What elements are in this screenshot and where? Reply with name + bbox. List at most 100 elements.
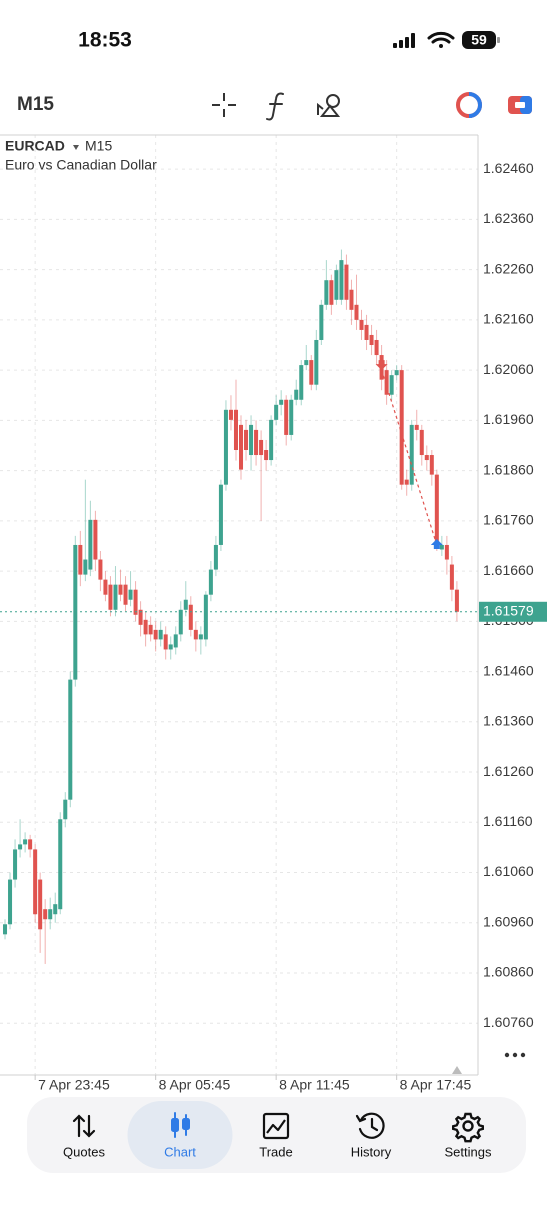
candle-body bbox=[33, 849, 38, 915]
settings-icon[interactable] bbox=[452, 1112, 484, 1143]
symbol-dropdown-caret[interactable] bbox=[73, 145, 79, 150]
candle-body bbox=[168, 644, 173, 650]
candle-body bbox=[279, 399, 284, 405]
tab-label[interactable]: Quotes bbox=[63, 1144, 105, 1159]
candle-body bbox=[233, 409, 238, 451]
candle-body bbox=[309, 360, 314, 385]
candle-body bbox=[178, 609, 183, 635]
candle-body bbox=[153, 629, 158, 640]
candle-body bbox=[38, 879, 43, 930]
candle-body bbox=[28, 839, 33, 850]
candle-body bbox=[133, 589, 138, 615]
candle-body bbox=[274, 404, 279, 420]
candle-body bbox=[449, 564, 454, 590]
candle-body bbox=[364, 324, 369, 340]
candle-body bbox=[158, 629, 163, 640]
candle-body bbox=[354, 304, 359, 320]
candle-body bbox=[344, 264, 349, 300]
tab-label[interactable]: Chart bbox=[164, 1144, 196, 1159]
candle-body bbox=[148, 624, 153, 635]
candle-body bbox=[369, 334, 374, 346]
history-icon[interactable] bbox=[355, 1112, 385, 1139]
candle-body bbox=[208, 569, 213, 595]
candle-body bbox=[414, 424, 419, 430]
candle-body bbox=[8, 879, 13, 925]
chart-timeframe: M15 bbox=[85, 138, 112, 154]
candle-body bbox=[93, 519, 98, 560]
candle-body bbox=[163, 634, 168, 650]
timeframe-button[interactable]: M15 bbox=[17, 94, 54, 115]
quotes-icon[interactable] bbox=[72, 1114, 96, 1138]
candle-body bbox=[239, 424, 244, 470]
trade-mode-button[interactable] bbox=[456, 92, 482, 118]
candle-body bbox=[324, 280, 329, 305]
candle-body bbox=[394, 370, 399, 376]
tab-label[interactable]: Trade bbox=[259, 1144, 292, 1159]
candle-body bbox=[244, 429, 249, 451]
candle-body bbox=[259, 439, 264, 456]
tab-label[interactable]: History bbox=[351, 1144, 392, 1159]
trade-close-marker bbox=[430, 538, 443, 549]
x-tick-label: 7 Apr 23:45 bbox=[38, 1077, 110, 1093]
candle-body bbox=[213, 544, 218, 570]
candle-body bbox=[399, 370, 404, 485]
candle-body bbox=[48, 909, 53, 920]
chart[interactable] bbox=[0, 135, 478, 1075]
current-price-tag bbox=[479, 601, 547, 622]
y-tick-label: 1.62160 bbox=[483, 311, 534, 327]
candle-body bbox=[444, 544, 449, 560]
battery-icon: 59 bbox=[462, 31, 500, 49]
candle-body bbox=[223, 409, 228, 485]
indicators-button[interactable] bbox=[266, 92, 284, 121]
candle-body bbox=[188, 604, 193, 630]
one-click-button[interactable] bbox=[508, 96, 532, 114]
x-tick-label: 8 Apr 17:45 bbox=[400, 1077, 472, 1093]
candle-body bbox=[424, 455, 429, 461]
candle-body bbox=[434, 474, 439, 545]
y-tick-label: 1.61060 bbox=[483, 863, 534, 879]
candle-body bbox=[53, 904, 58, 915]
status-time: 18:53 bbox=[78, 29, 132, 52]
trade-line bbox=[381, 369, 438, 546]
y-tick-label: 1.61760 bbox=[483, 512, 534, 528]
current-price-label: 1.61579 bbox=[483, 602, 534, 618]
chart-icon[interactable] bbox=[171, 1112, 190, 1138]
signal-icon bbox=[393, 33, 415, 48]
candle-body bbox=[218, 484, 223, 545]
candle-body bbox=[23, 839, 28, 845]
candle-body bbox=[359, 319, 364, 330]
candle-body bbox=[264, 450, 269, 461]
candle-body bbox=[228, 409, 233, 420]
candle-body bbox=[78, 544, 83, 575]
crosshair-button[interactable] bbox=[212, 93, 236, 117]
y-tick-label: 1.61960 bbox=[483, 411, 534, 427]
candle-body bbox=[63, 799, 68, 820]
candle-body bbox=[143, 619, 148, 635]
x-tick-label: 8 Apr 05:45 bbox=[159, 1077, 231, 1093]
candle-body bbox=[334, 270, 339, 300]
candle-body bbox=[404, 479, 409, 485]
scroll-marker[interactable] bbox=[452, 1066, 462, 1074]
tab-label[interactable]: Settings bbox=[445, 1144, 492, 1159]
objects-button[interactable] bbox=[317, 94, 341, 117]
candle-body bbox=[329, 280, 334, 305]
more-button[interactable] bbox=[504, 1052, 526, 1058]
candle-body bbox=[3, 924, 8, 935]
candle-body bbox=[43, 909, 48, 920]
candle-body bbox=[198, 634, 203, 640]
y-tick-label: 1.61460 bbox=[483, 662, 534, 678]
trade-icon[interactable] bbox=[262, 1112, 290, 1140]
trade-open-marker bbox=[375, 360, 388, 371]
candle-body bbox=[108, 584, 113, 610]
candle-body bbox=[18, 844, 23, 850]
candle-body bbox=[193, 629, 198, 640]
y-tick-label: 1.60960 bbox=[483, 913, 534, 929]
y-tick-label: 1.60860 bbox=[483, 964, 534, 980]
chart-description: Euro vs Canadian Dollar bbox=[5, 157, 157, 173]
candle-body bbox=[203, 594, 208, 640]
candle-body bbox=[454, 589, 459, 612]
candle-body bbox=[374, 339, 379, 356]
y-tick-label: 1.62360 bbox=[483, 210, 534, 226]
y-tick-label: 1.62060 bbox=[483, 361, 534, 377]
